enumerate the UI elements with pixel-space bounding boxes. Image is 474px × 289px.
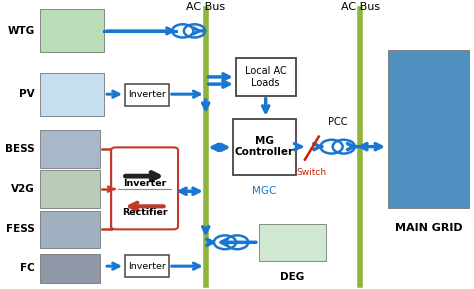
Text: DEG: DEG — [280, 272, 304, 282]
FancyBboxPatch shape — [233, 118, 296, 175]
Text: V2G: V2G — [11, 184, 35, 194]
Text: AC Bus: AC Bus — [186, 2, 225, 12]
Bar — [388, 50, 469, 208]
Bar — [259, 224, 326, 261]
Text: BESS: BESS — [5, 144, 35, 154]
Text: MG
Controller: MG Controller — [235, 136, 294, 158]
Text: Rectifier: Rectifier — [122, 208, 167, 217]
Text: PV: PV — [19, 89, 35, 99]
Text: Inverter: Inverter — [128, 90, 166, 99]
Text: Switch: Switch — [297, 168, 327, 177]
Text: MAIN GRID: MAIN GRID — [394, 223, 462, 233]
Bar — [40, 130, 100, 168]
Text: FC: FC — [20, 263, 35, 273]
Bar — [40, 73, 104, 116]
Text: WTG: WTG — [8, 26, 35, 36]
Bar — [40, 171, 100, 208]
Text: PCC: PCC — [328, 117, 347, 127]
FancyBboxPatch shape — [125, 84, 169, 106]
Text: AC Bus: AC Bus — [341, 2, 380, 12]
FancyBboxPatch shape — [125, 255, 169, 277]
Bar — [40, 211, 100, 248]
Text: FESS: FESS — [6, 224, 35, 234]
FancyBboxPatch shape — [111, 147, 178, 229]
Text: MGC: MGC — [252, 186, 277, 196]
FancyBboxPatch shape — [236, 58, 296, 96]
Text: Inverter: Inverter — [128, 262, 166, 271]
Bar — [40, 254, 100, 283]
Text: Local AC
Loads: Local AC Loads — [245, 66, 287, 88]
Text: Inverter: Inverter — [123, 179, 166, 188]
Bar — [40, 9, 104, 53]
